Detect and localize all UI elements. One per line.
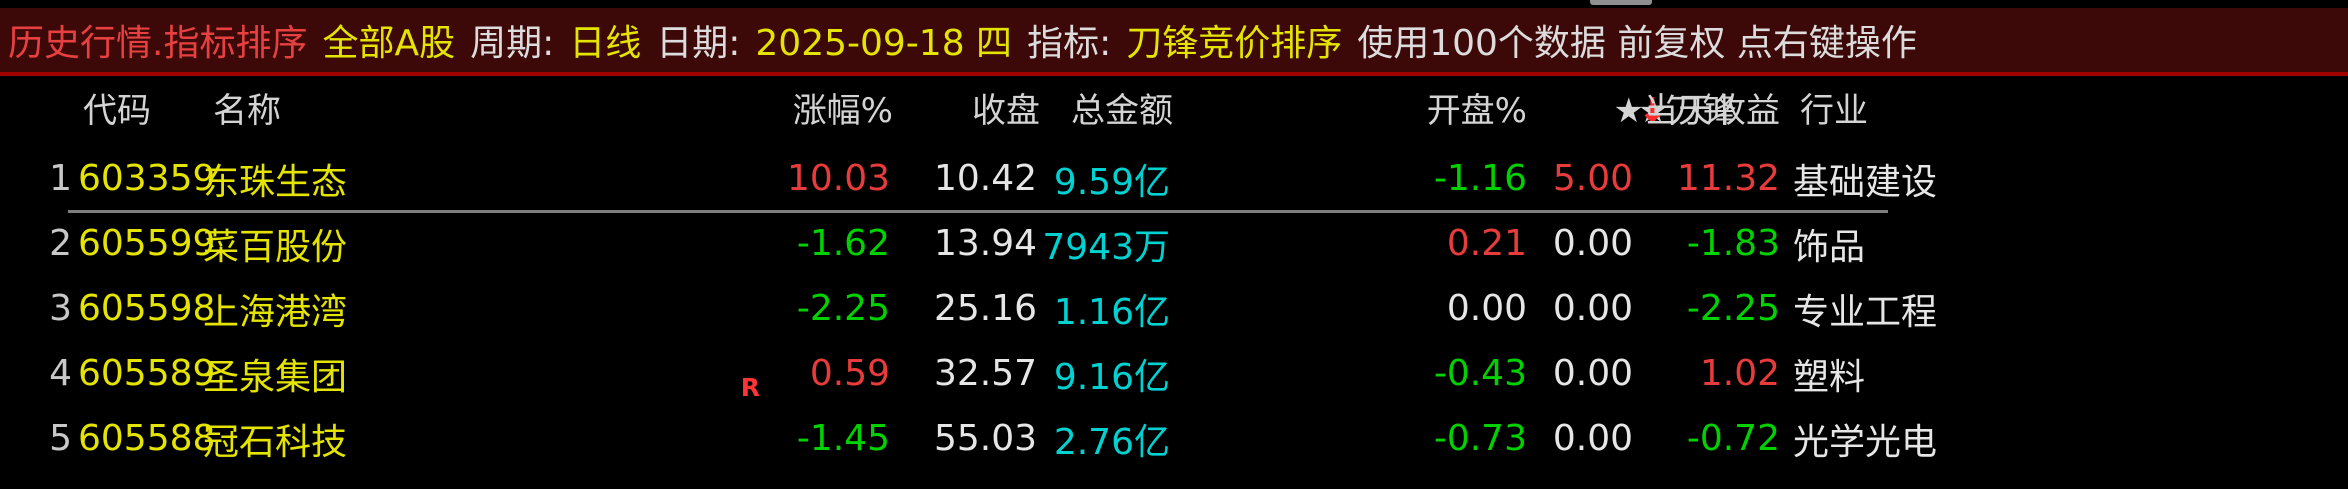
stock-name: 上海港湾 (203, 291, 348, 333)
industry-value: 光学光电 (1793, 421, 1938, 463)
column-header-name[interactable]: 名称 (213, 91, 281, 131)
close-price-value: 32.57 (933, 353, 1037, 394)
open-percent-value: 0.00 (1446, 288, 1527, 329)
change-percent-value: -1.45 (796, 418, 890, 459)
top-black-strip (0, 0, 2348, 8)
column-header-change-percent[interactable]: 涨幅% (792, 91, 893, 131)
market-scope-label: 全部A股 (322, 23, 456, 64)
stock-code: 605588 (78, 418, 216, 459)
industry-value: 专业工程 (1793, 291, 1938, 333)
table-row[interactable]: 3 605598 上海港湾 -2.25 25.16 1.16亿 0.00 0.0… (0, 276, 2348, 341)
change-percent-value: 0.59 (809, 353, 890, 394)
day-gain-value: 1.02 (1699, 353, 1780, 394)
column-header-code[interactable]: 代码 (83, 91, 151, 131)
day-gain-value: -0.72 (1686, 418, 1780, 459)
window-title: 历史行情.指标排序 (8, 23, 308, 64)
open-percent-value: -0.73 (1433, 418, 1527, 459)
total-amount-value: 1.16亿 (1053, 291, 1170, 333)
column-header-close[interactable]: 收盘 (972, 91, 1040, 131)
stock-name: 冠石科技 (203, 421, 348, 463)
stock-name: 东珠生态 (203, 161, 348, 203)
date-value: 2025-09-18 四 (755, 23, 1013, 64)
header-separator-line (0, 72, 2348, 76)
period-label: 周期: (470, 23, 555, 64)
day-gain-value: -2.25 (1686, 288, 1780, 329)
table-row[interactable]: 4 605589 圣泉集团 R 0.59 32.57 9.16亿 -0.43 0… (0, 341, 2348, 406)
sort-descending-arrow-icon: ↓ (1638, 91, 1667, 131)
stock-code: 605599 (78, 223, 216, 264)
row-number: 1 (49, 158, 72, 199)
column-header-open-percent[interactable]: 开盘% (1426, 91, 1527, 131)
industry-value: 基础建设 (1793, 161, 1938, 203)
close-price-value: 25.16 (933, 288, 1037, 329)
total-amount-value: 2.76亿 (1053, 421, 1170, 463)
open-percent-value: -0.43 (1433, 353, 1527, 394)
stock-code: 605598 (78, 288, 216, 329)
margin-trading-marker (640, 465, 760, 471)
blade-indicator-value: 0.00 (1552, 353, 1633, 394)
row-number: 4 (49, 353, 72, 394)
indicator-value: 刀锋竞价排序 (1126, 23, 1343, 64)
total-amount-value: 7943万 (1042, 226, 1170, 268)
selection-underline (68, 210, 1888, 213)
blade-indicator-value: 0.00 (1552, 418, 1633, 459)
change-percent-value: -2.25 (796, 288, 890, 329)
column-header-total-amount[interactable]: 总金额 (1071, 91, 1173, 131)
header-bar: 历史行情.指标排序 全部A股 周期: 日线 日期: 2025-09-18 四 指… (0, 8, 2348, 72)
blade-indicator-value: 0.00 (1552, 223, 1633, 264)
total-amount-value: 9.59亿 (1053, 161, 1170, 203)
table-row[interactable]: 2 605599 菜百股份 -1.62 13.94 7943万 0.21 0.0… (0, 211, 2348, 276)
row-number: 2 (49, 223, 72, 264)
close-price-value: 55.03 (933, 418, 1037, 459)
row-number: 5 (49, 418, 72, 459)
blade-indicator-value: 0.00 (1552, 288, 1633, 329)
industry-value: 饰品 (1793, 226, 1866, 268)
change-percent-value: -1.62 (796, 223, 890, 264)
open-percent-value: 0.21 (1446, 223, 1527, 264)
close-price-value: 10.42 (933, 158, 1037, 199)
row-number: 3 (49, 288, 72, 329)
stock-name: 菜百股份 (203, 226, 348, 268)
margin-trading-marker: R (740, 373, 760, 402)
period-value: 日线 (569, 23, 642, 64)
table-row[interactable]: 1 603359 东珠生态 10.03 10.42 9.59亿 -1.16 5.… (0, 146, 2348, 213)
column-header-day-gain[interactable]: ★当天收益 (1613, 91, 1780, 131)
industry-value: 塑料 (1793, 356, 1866, 398)
change-percent-value: 10.03 (786, 158, 890, 199)
close-price-value: 13.94 (933, 223, 1037, 264)
date-label: 日期: (656, 23, 741, 64)
usage-hint: 使用100个数据 前复权 点右键操作 (1357, 23, 1917, 64)
scrollbar-fragment[interactable] (1590, 0, 1652, 5)
total-amount-value: 9.16亿 (1053, 356, 1170, 398)
day-gain-value: -1.83 (1686, 223, 1780, 264)
table-row[interactable]: 5 605588 冠石科技 -1.45 55.03 2.76亿 -0.73 0.… (0, 406, 2348, 471)
blade-indicator-value: 5.00 (1552, 158, 1633, 199)
stock-name: 圣泉集团 (203, 356, 348, 398)
indicator-label: 指标: (1027, 23, 1112, 64)
open-percent-value: -1.16 (1433, 158, 1527, 199)
stock-table-body: 1 603359 东珠生态 10.03 10.42 9.59亿 -1.16 5.… (0, 146, 2348, 471)
day-gain-value: 11.32 (1676, 158, 1780, 199)
stock-code: 603359 (78, 158, 216, 199)
column-header-industry[interactable]: 行业 (1800, 91, 1868, 131)
column-header-row: 代码 名称 涨幅% 收盘 总金额 开盘% ★刀锋 ↓ ★当天收益 行业 (0, 76, 2348, 146)
stock-code: 605589 (78, 353, 216, 394)
